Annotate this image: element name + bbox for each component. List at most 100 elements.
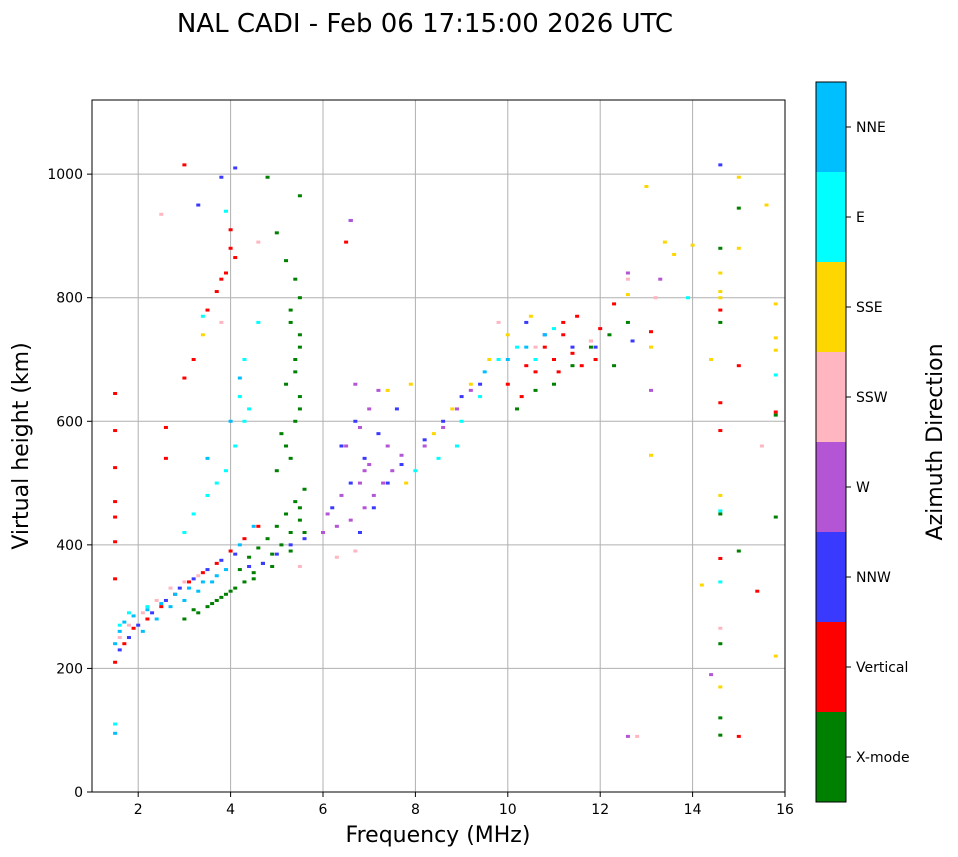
echo-point-vertical [519,395,524,399]
echo-point-nnw [478,382,483,386]
echo-point-vertical [598,327,603,331]
y-tick-label: 400 [56,538,83,554]
echo-point-x-mode [270,564,275,568]
echo-point-e [117,623,122,627]
echo-point-x-mode [297,395,302,399]
echo-point-vertical [113,429,118,433]
colorbar-segment [816,442,846,532]
grid-lines [92,100,786,793]
echo-point-x-mode [297,296,302,300]
echo-point-e [145,605,150,609]
echo-point-vertical [736,364,741,368]
echo-point-e [496,358,501,361]
echo-point-e [459,419,464,423]
echo-point-x-mode [242,580,247,584]
echo-point-w [376,388,381,392]
echo-point-vertical [122,642,127,646]
echo-point-nnw [422,438,427,442]
echo-point-nnw [376,432,381,436]
echo-point-nne [251,524,256,528]
echo-point-vertical [219,277,224,281]
echo-point-vertical [561,333,566,337]
echo-point-nnw [718,163,723,167]
echo-point-e [552,327,556,331]
echo-point-x-mode [205,605,210,609]
echo-point-vertical [163,456,168,460]
echo-point-sse [773,348,778,352]
echo-point-w [422,444,427,448]
echo-point-x-mode [270,552,275,556]
echo-point-nnw [348,481,353,485]
echo-point-nnw [274,552,279,556]
echo-point-e [113,722,118,726]
colorbar-segment [816,262,846,352]
echo-point-vertical [159,605,164,609]
echo-point-nnw [191,577,196,581]
echo-point-x-mode [297,407,302,411]
echo-point-x-mode [718,733,723,737]
echo-point-w [625,271,630,275]
echo-point-vertical [113,515,118,519]
echo-point-ssw [653,296,658,300]
echo-point-vertical [575,314,580,318]
echo-point-x-mode [552,382,556,386]
echo-point-x-mode [570,364,575,368]
echo-point-vertical [524,364,529,368]
echo-point-nne [196,589,201,593]
echo-point-nne [505,358,510,361]
echo-point-e [436,456,441,460]
echo-point-sse [709,358,714,361]
echo-point-nne [205,456,210,460]
echo-point-vertical [649,330,654,334]
y-axis-ticks: 0 200 400 600 800 1000 [47,167,92,801]
echo-point-e [773,373,778,377]
echo-point-nnw [385,481,390,485]
echo-point-vertical [182,376,187,380]
echo-point-nne [131,614,136,618]
echo-point-ssw [196,574,201,578]
echo-point-x-mode [288,308,293,312]
echo-point-e [182,531,187,534]
echo-point-vertical [718,556,723,560]
echo-point-x-mode [284,382,289,386]
echo-point-x-mode [284,444,289,448]
echo-point-nnw [233,552,238,556]
colorbar-tick-label: Vertical [856,660,908,676]
echo-point-ssw [635,734,640,738]
echo-point-x-mode [302,487,307,491]
echo-point-sse [385,388,390,392]
echo-point-vertical [228,549,233,553]
x-tick-label: 16 [776,802,794,818]
echo-point-sse [736,175,741,179]
echo-point-vertical [533,370,538,374]
echo-point-nnw [233,166,238,170]
x-tick-label: 2 [134,802,143,818]
echo-point-vertical [773,410,778,414]
colorbar-segment [816,622,846,712]
echo-point-sse [773,336,778,340]
echo-point-ssw [625,277,630,281]
echo-point-x-mode [533,388,538,392]
echo-point-ssw [533,345,538,349]
echo-point-x-mode [251,577,256,581]
echo-point-x-mode [718,642,723,646]
echo-point-ssw [159,212,164,216]
echo-point-vertical [113,391,118,395]
echo-point-w [658,277,663,281]
echo-point-x-mode [228,589,233,593]
echo-point-w [362,506,367,510]
echo-point-w [625,734,630,738]
echo-point-x-mode [718,246,723,250]
echo-point-x-mode [288,456,293,460]
echo-point-nnw [362,456,367,460]
echo-point-sse [662,240,667,244]
echo-point-ssw [256,240,261,244]
echo-point-nnw [247,564,252,568]
echo-point-x-mode [718,320,723,324]
y-tick-label: 200 [56,661,83,677]
echo-point-e [205,493,210,497]
echo-point-e [200,314,205,318]
colorbar-tick-label: SSW [856,390,888,406]
echo-point-nne [117,629,122,633]
echo-point-x-mode [288,531,293,534]
